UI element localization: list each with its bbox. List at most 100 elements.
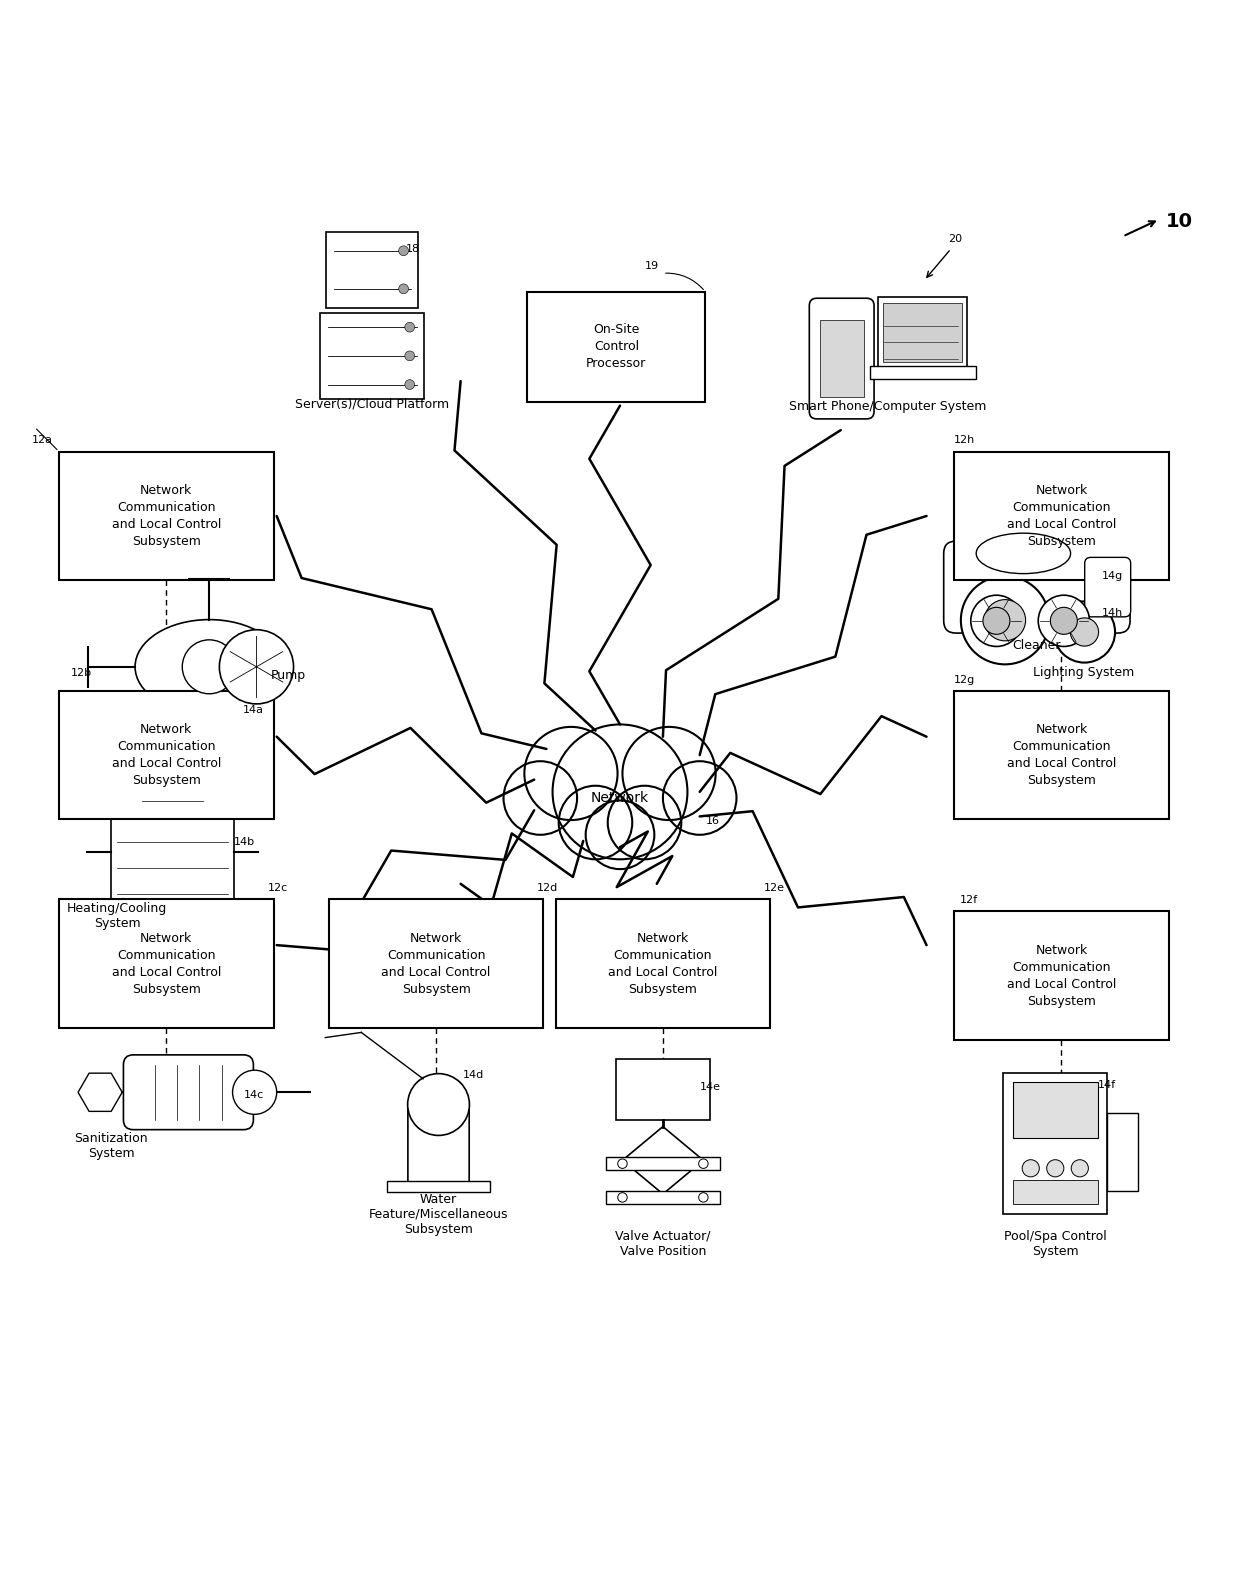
FancyBboxPatch shape [1107, 1114, 1138, 1191]
Circle shape [961, 576, 1049, 664]
FancyBboxPatch shape [556, 899, 770, 1028]
FancyBboxPatch shape [820, 321, 864, 397]
FancyBboxPatch shape [1003, 1073, 1107, 1215]
FancyBboxPatch shape [329, 899, 543, 1028]
Circle shape [971, 595, 1022, 646]
Text: Server(s)/Cloud Platform: Server(s)/Cloud Platform [295, 397, 449, 410]
Text: Water
Feature/Miscellaneous
Subsystem: Water Feature/Miscellaneous Subsystem [368, 1192, 508, 1235]
Circle shape [503, 761, 577, 835]
Circle shape [1022, 1160, 1039, 1176]
FancyBboxPatch shape [605, 1191, 720, 1203]
Text: 18: 18 [405, 244, 419, 254]
Circle shape [983, 608, 1009, 634]
Circle shape [525, 726, 618, 820]
Circle shape [1071, 1160, 1089, 1176]
FancyBboxPatch shape [954, 452, 1168, 581]
Circle shape [1038, 595, 1090, 646]
Text: 16: 16 [706, 817, 720, 827]
Text: Network: Network [591, 792, 649, 804]
Ellipse shape [135, 619, 284, 713]
Text: On-Site
Control
Processor: On-Site Control Processor [587, 324, 646, 370]
Text: 12f: 12f [960, 895, 978, 905]
Text: Network
Communication
and Local Control
Subsystem: Network Communication and Local Control … [1007, 723, 1116, 787]
Text: Smart Phone/Computer System: Smart Phone/Computer System [789, 399, 986, 412]
Text: 10: 10 [1166, 212, 1193, 231]
Text: 20: 20 [949, 233, 962, 244]
Text: Lighting System: Lighting System [1033, 666, 1135, 678]
Text: Network
Communication
and Local Control
Subsystem: Network Communication and Local Control … [609, 932, 718, 996]
Circle shape [618, 1192, 627, 1202]
FancyBboxPatch shape [883, 303, 962, 362]
FancyBboxPatch shape [810, 298, 874, 418]
FancyBboxPatch shape [954, 911, 1168, 1041]
Text: 14d: 14d [463, 1071, 485, 1080]
Text: Network
Communication
and Local Control
Subsystem: Network Communication and Local Control … [112, 484, 221, 547]
FancyBboxPatch shape [320, 313, 424, 399]
Polygon shape [78, 1073, 123, 1111]
Circle shape [1070, 618, 1099, 646]
Circle shape [559, 785, 632, 859]
Circle shape [408, 1074, 470, 1135]
FancyBboxPatch shape [1013, 1179, 1097, 1205]
Circle shape [233, 1071, 277, 1114]
FancyBboxPatch shape [60, 452, 274, 581]
Text: Network
Communication
and Local Control
Subsystem: Network Communication and Local Control … [1007, 943, 1116, 1007]
Text: 14a: 14a [242, 705, 263, 715]
Circle shape [404, 351, 414, 361]
Circle shape [219, 630, 294, 704]
Text: Network
Communication
and Local Control
Subsystem: Network Communication and Local Control … [382, 932, 491, 996]
FancyBboxPatch shape [954, 691, 1168, 819]
Text: Pump: Pump [270, 669, 306, 681]
Circle shape [553, 725, 687, 859]
FancyBboxPatch shape [878, 297, 967, 367]
FancyBboxPatch shape [60, 691, 274, 819]
Text: Network
Communication
and Local Control
Subsystem: Network Communication and Local Control … [1007, 484, 1116, 547]
Ellipse shape [976, 533, 1070, 573]
Text: Pool/Spa Control
System: Pool/Spa Control System [1004, 1229, 1106, 1258]
Text: 12b: 12b [72, 669, 93, 678]
FancyBboxPatch shape [141, 785, 203, 816]
FancyBboxPatch shape [605, 1157, 720, 1170]
Text: 12d: 12d [537, 883, 558, 894]
Text: Cleaner: Cleaner [1013, 638, 1061, 651]
Text: 14c: 14c [243, 1090, 264, 1100]
Text: 14b: 14b [234, 838, 255, 847]
FancyBboxPatch shape [326, 231, 418, 308]
Text: 14f: 14f [1099, 1080, 1116, 1090]
Circle shape [404, 322, 414, 332]
FancyBboxPatch shape [1085, 557, 1131, 616]
FancyBboxPatch shape [387, 1181, 490, 1192]
Text: Sanitization
System: Sanitization System [74, 1132, 148, 1160]
Text: Network
Communication
and Local Control
Subsystem: Network Communication and Local Control … [112, 723, 221, 787]
Circle shape [1047, 1160, 1064, 1176]
FancyBboxPatch shape [112, 816, 234, 919]
Circle shape [182, 640, 237, 694]
Circle shape [399, 246, 408, 255]
FancyBboxPatch shape [944, 541, 1130, 634]
Text: 14g: 14g [1102, 571, 1123, 581]
Circle shape [1050, 608, 1078, 634]
Text: Valve Actuator/
Valve Position: Valve Actuator/ Valve Position [615, 1229, 711, 1258]
Circle shape [608, 785, 681, 859]
Text: 14e: 14e [699, 1082, 720, 1092]
FancyBboxPatch shape [527, 292, 706, 402]
Circle shape [698, 1192, 708, 1202]
Circle shape [399, 284, 408, 294]
Circle shape [663, 761, 737, 835]
Circle shape [622, 726, 715, 820]
Circle shape [404, 380, 414, 389]
Polygon shape [622, 1127, 703, 1194]
FancyBboxPatch shape [124, 1055, 253, 1130]
Text: 14h: 14h [1102, 608, 1123, 618]
Text: 12c: 12c [268, 883, 288, 894]
Text: 12h: 12h [954, 436, 976, 445]
Circle shape [1054, 602, 1115, 662]
FancyBboxPatch shape [1013, 1082, 1097, 1138]
Text: Network
Communication
and Local Control
Subsystem: Network Communication and Local Control … [112, 932, 221, 996]
Text: 12e: 12e [764, 883, 785, 894]
FancyBboxPatch shape [408, 1100, 469, 1187]
Circle shape [618, 1159, 627, 1168]
FancyBboxPatch shape [616, 1060, 711, 1120]
Circle shape [585, 801, 655, 870]
Text: 12a: 12a [32, 436, 53, 445]
